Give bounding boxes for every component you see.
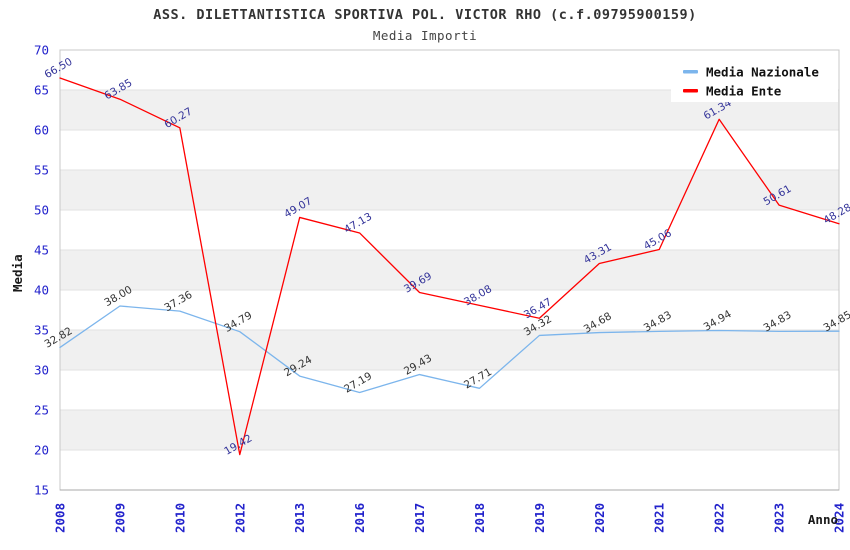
legend-item-media-nazionale: Media Nazionale bbox=[683, 65, 819, 80]
x-tick-label: 2021 bbox=[652, 503, 667, 533]
y-tick-label: 40 bbox=[34, 283, 49, 298]
y-tick-label: 35 bbox=[34, 323, 49, 338]
y-tick-label: 55 bbox=[34, 163, 49, 178]
x-tick-label: 2023 bbox=[772, 503, 787, 533]
x-tick-label: 2016 bbox=[352, 503, 367, 533]
plot-band bbox=[60, 330, 839, 370]
chart-subtitle: Media Importi bbox=[372, 28, 478, 43]
data-label: 66.50 bbox=[42, 56, 74, 81]
legend: Media Nazionale Media Ente bbox=[671, 57, 838, 102]
y-tick-label: 70 bbox=[34, 43, 49, 58]
plot-band bbox=[60, 170, 839, 210]
x-tick-label: 2009 bbox=[112, 503, 127, 533]
y-axis-title: Media bbox=[10, 254, 25, 292]
y-tick-label: 20 bbox=[34, 443, 49, 458]
x-tick-label: 2013 bbox=[292, 503, 307, 533]
x-tick-label: 2020 bbox=[592, 503, 607, 533]
y-tick-label: 15 bbox=[34, 483, 49, 498]
chart-title: ASS. DILETTANTISTICA SPORTIVA POL. VICTO… bbox=[153, 7, 697, 23]
y-tick-label: 45 bbox=[34, 243, 49, 258]
x-tick-label: 2022 bbox=[712, 503, 727, 533]
x-tick-label: 2017 bbox=[412, 503, 427, 533]
x-tick-label: 2008 bbox=[53, 503, 68, 533]
y-tick-label: 60 bbox=[34, 123, 49, 138]
legend-label: Media Nazionale bbox=[706, 65, 819, 80]
legend-item-media-ente: Media Ente bbox=[683, 84, 782, 99]
series-line-media-nazionale bbox=[59, 305, 840, 394]
data-label: 45.06 bbox=[642, 227, 674, 253]
x-tick-label: 2024 bbox=[832, 503, 847, 533]
x-tick-label: 2018 bbox=[472, 503, 487, 533]
x-tick-label: 2019 bbox=[532, 503, 547, 533]
legend-swatch-icon bbox=[683, 70, 698, 74]
y-tick-label: 30 bbox=[34, 363, 49, 378]
plot-band bbox=[60, 410, 839, 450]
y-tick-label: 50 bbox=[34, 203, 49, 218]
x-axis-title: Anno bbox=[808, 512, 838, 527]
series-line-media-ente bbox=[59, 77, 840, 456]
legend-box bbox=[671, 57, 838, 102]
plot-band bbox=[60, 250, 839, 290]
legend-swatch-icon bbox=[683, 89, 698, 93]
y-tick-label: 25 bbox=[34, 403, 49, 418]
x-tick-label: 2010 bbox=[172, 503, 187, 533]
x-tick-label: 2012 bbox=[232, 503, 247, 533]
y-tick-label: 65 bbox=[34, 83, 49, 98]
legend-label: Media Ente bbox=[706, 84, 782, 99]
